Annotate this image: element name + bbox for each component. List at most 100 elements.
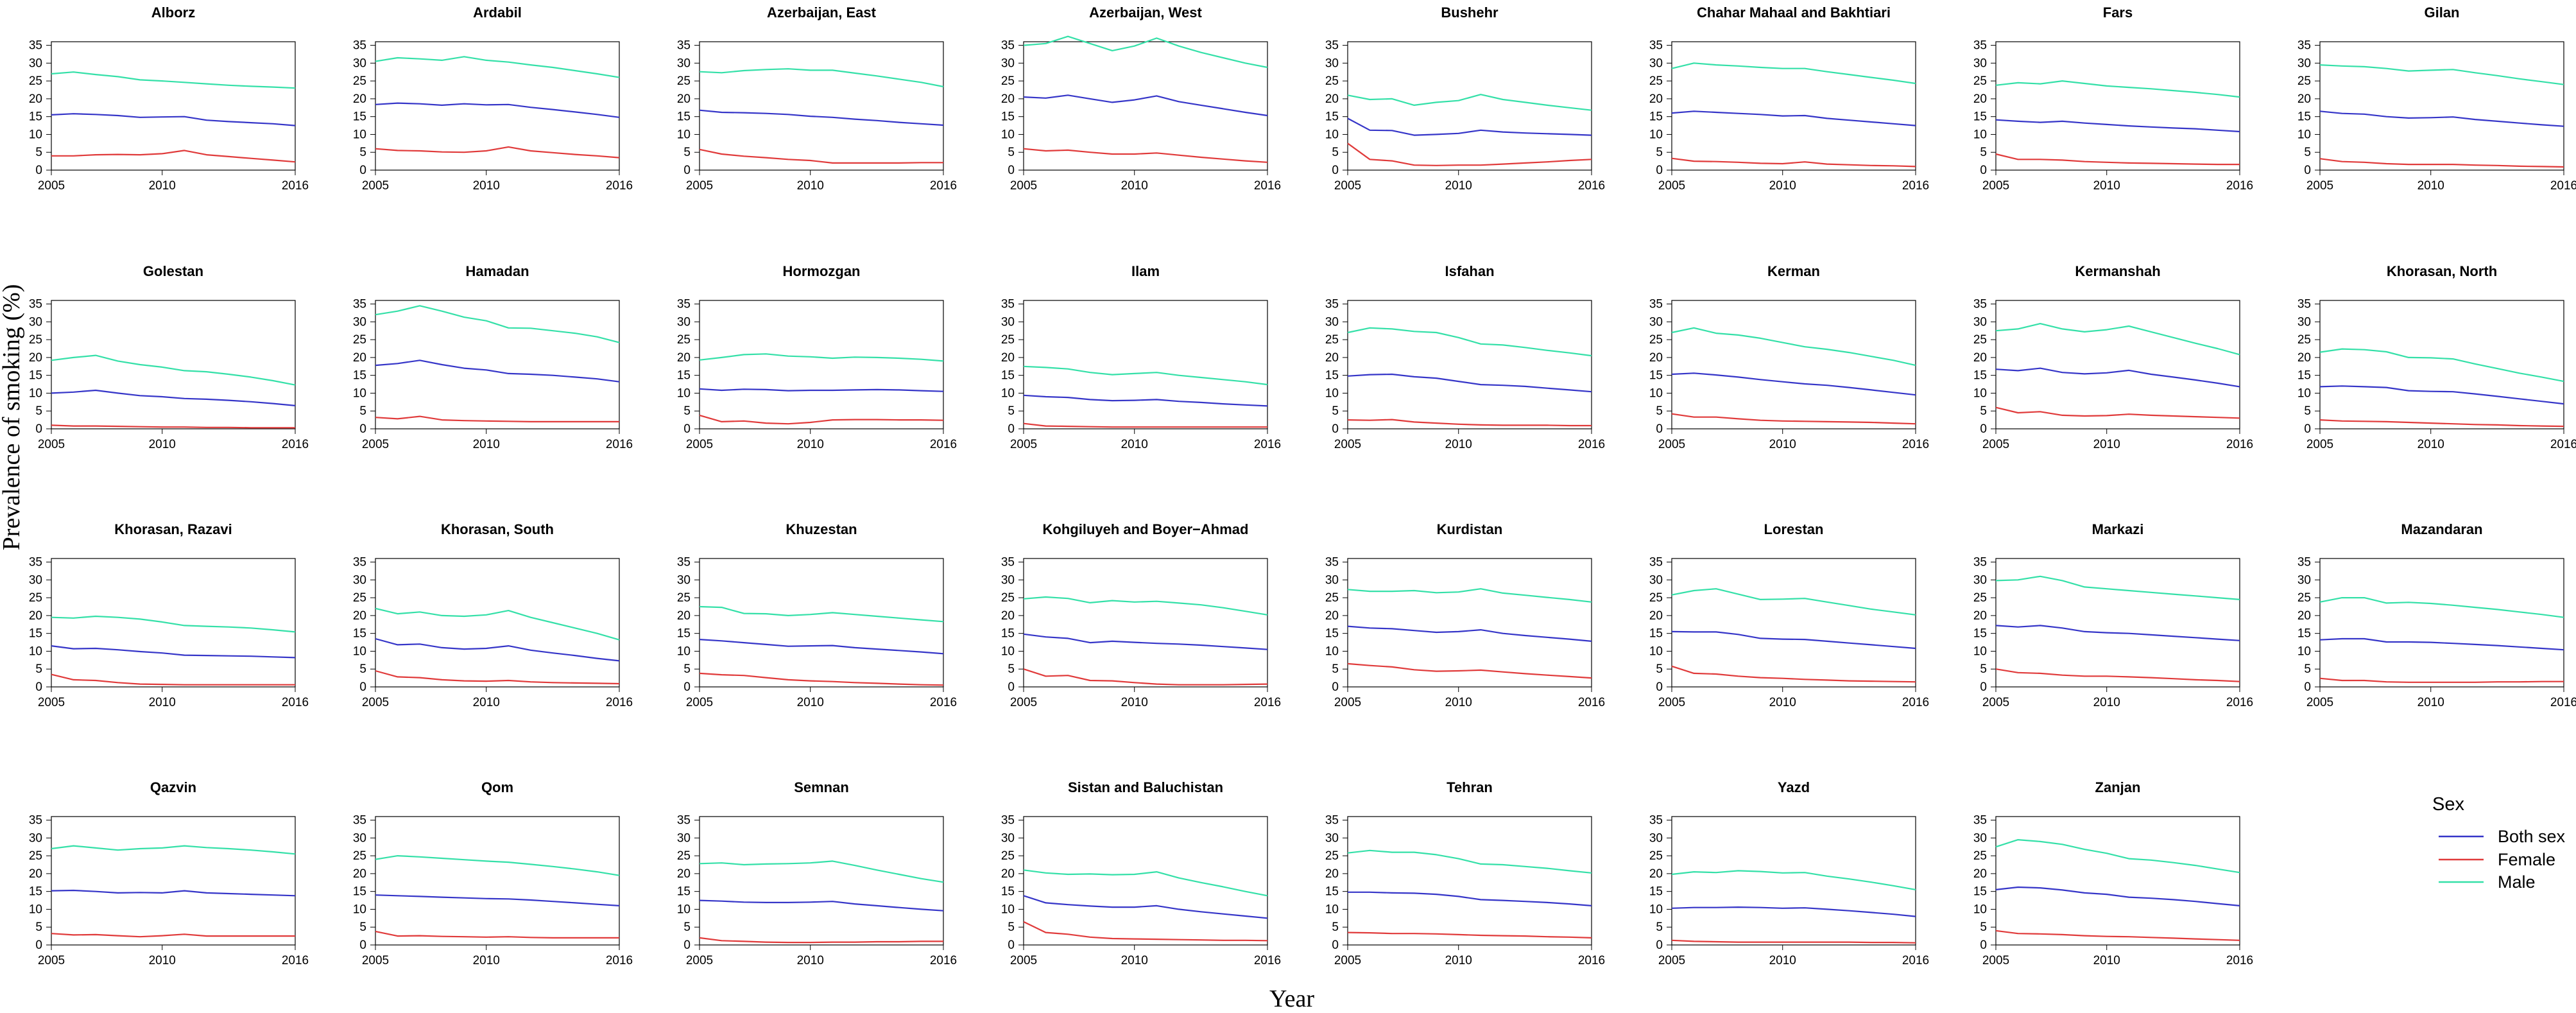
panel-title: Khorasan, South xyxy=(441,521,554,537)
x-tick-label: 2005 xyxy=(2306,179,2333,193)
y-tick-label: 0 xyxy=(2304,164,2311,177)
panel-fars: Fars 0 5 10 15 20 25 30 35 2005 2010 2016 xyxy=(1973,4,2253,193)
series-line-female xyxy=(1995,406,2240,419)
panel-sistan-and-baluchistan: Sistan and Baluchistan 0 5 10 15 20 25 30 35 2005… xyxy=(1001,779,1281,967)
y-tick-label: 30 xyxy=(29,831,42,845)
panel-golestan: Golestan 0 5 10 15 20 25 30 35 2005 2010 2016 xyxy=(29,263,309,451)
y-tick-label: 25 xyxy=(1001,74,1015,88)
series-line-female xyxy=(51,673,295,686)
y-tick-label: 0 xyxy=(359,680,366,694)
series-line-male xyxy=(2319,596,2564,618)
y-tick-label: 10 xyxy=(677,128,691,141)
series-line-both-sex xyxy=(2319,637,2564,651)
plot-frame xyxy=(1995,41,2240,171)
y-tick-label: 30 xyxy=(353,831,366,845)
y-tick-label: 0 xyxy=(35,939,42,952)
y-tick-label: 15 xyxy=(1973,369,1987,383)
y-tick-label: 5 xyxy=(1980,921,1987,934)
series-line-both-sex xyxy=(51,645,296,659)
y-tick-label: 35 xyxy=(29,814,42,827)
series-line-female xyxy=(51,150,296,163)
panel-title: Ardabil xyxy=(473,4,522,21)
panel-kerman: Kerman 0 5 10 15 20 25 30 35 2005 2010 2016 xyxy=(1649,263,1929,451)
y-tick-label: 25 xyxy=(29,849,42,863)
y-tick-label: 30 xyxy=(677,831,691,845)
y-tick-label: 35 xyxy=(353,39,366,53)
plot-frame xyxy=(1347,558,1592,688)
series-line-male xyxy=(375,305,620,343)
legend-title: Sex xyxy=(2432,794,2464,815)
y-tick-label: 10 xyxy=(1325,645,1339,658)
y-tick-label: 15 xyxy=(1001,627,1015,641)
y-tick-label: 35 xyxy=(1001,39,1015,53)
panel-title: Kermanshah xyxy=(2075,263,2160,279)
series-line-male xyxy=(1023,365,1268,386)
y-tick-label: 35 xyxy=(677,39,691,53)
y-tick-label: 0 xyxy=(1656,939,1663,952)
panel-title: Chahar Mahaal and Bakhtiari xyxy=(1697,4,1891,21)
y-tick-label: 20 xyxy=(1973,609,1987,623)
y-tick-label: 35 xyxy=(29,39,42,53)
x-tick-label: 2005 xyxy=(1334,438,1361,451)
plot-frame xyxy=(1671,816,1916,946)
y-tick-label: 5 xyxy=(1656,404,1663,418)
y-tick-label: 15 xyxy=(29,885,42,899)
x-tick-label: 2016 xyxy=(2226,696,2253,709)
panel-title: Mazandaran xyxy=(2401,521,2482,537)
panel-kohgiluyeh-and-boyer-ahmad: Kohgiluyeh and Boyer−Ahmad 0 5 10 15 20 25 30 35… xyxy=(1001,521,1281,709)
y-tick-label: 10 xyxy=(1325,903,1339,916)
series-line-male xyxy=(1347,849,1592,874)
plot-frame xyxy=(1023,300,1268,429)
series-line-both-sex xyxy=(1348,891,1592,906)
y-tick-label: 25 xyxy=(677,333,691,347)
panel-qazvin: Qazvin 0 5 10 15 20 25 30 35 2005 2010 2016 xyxy=(29,779,309,967)
y-tick-label: 0 xyxy=(1980,422,1987,436)
y-tick-label: 15 xyxy=(353,110,366,124)
y-tick-label: 15 xyxy=(1001,369,1015,383)
series-line-male xyxy=(1995,323,2240,356)
series-line-both-sex xyxy=(1023,633,1268,650)
x-tick-label: 2016 xyxy=(1902,954,1929,967)
y-tick-label: 30 xyxy=(29,315,42,329)
x-tick-label: 2010 xyxy=(473,438,500,451)
y-tick-label: 15 xyxy=(677,369,691,383)
series-line-both-sex xyxy=(1671,630,1916,650)
y-tick-label: 5 xyxy=(2304,404,2311,418)
series-line-female xyxy=(375,415,619,423)
y-tick-label: 5 xyxy=(1656,921,1663,934)
y-tick-label: 20 xyxy=(1001,609,1015,623)
plot-frame xyxy=(699,558,944,688)
panel-title: Ilam xyxy=(1131,263,1160,279)
plot-frame xyxy=(699,816,944,946)
y-tick-label: 5 xyxy=(359,404,366,418)
y-tick-label: 5 xyxy=(683,662,691,676)
series-line-male xyxy=(699,860,944,883)
y-tick-label: 15 xyxy=(29,627,42,641)
y-tick-label: 10 xyxy=(1649,128,1663,141)
y-tick-label: 0 xyxy=(35,680,42,694)
plot-frame xyxy=(51,558,296,688)
y-tick-label: 25 xyxy=(677,74,691,88)
series-line-female xyxy=(1995,668,2240,682)
y-tick-label: 30 xyxy=(1973,56,1987,70)
y-tick-label: 0 xyxy=(2304,680,2311,694)
x-tick-label: 2010 xyxy=(1769,696,1796,709)
plot-frame xyxy=(2319,300,2564,429)
series-line-male xyxy=(1671,870,1916,890)
x-tick-label: 2005 xyxy=(1658,696,1685,709)
x-tick-label: 2005 xyxy=(1658,179,1685,193)
series-line-female xyxy=(1671,413,1916,425)
x-tick-label: 2005 xyxy=(1982,438,2009,451)
y-tick-label: 15 xyxy=(2297,627,2311,641)
y-tick-label: 15 xyxy=(353,885,366,899)
x-tick-label: 2010 xyxy=(1445,179,1472,193)
x-tick-label: 2016 xyxy=(1902,179,1929,193)
series-line-both-sex xyxy=(1995,119,2240,133)
panel-title: Khuzestan xyxy=(786,521,857,537)
series-line-female xyxy=(1995,153,2240,166)
y-tick-label: 10 xyxy=(353,128,366,141)
y-tick-label: 5 xyxy=(359,921,366,934)
series-line-female xyxy=(1995,930,2240,941)
y-tick-label: 0 xyxy=(359,422,366,436)
y-tick-label: 10 xyxy=(677,386,691,400)
